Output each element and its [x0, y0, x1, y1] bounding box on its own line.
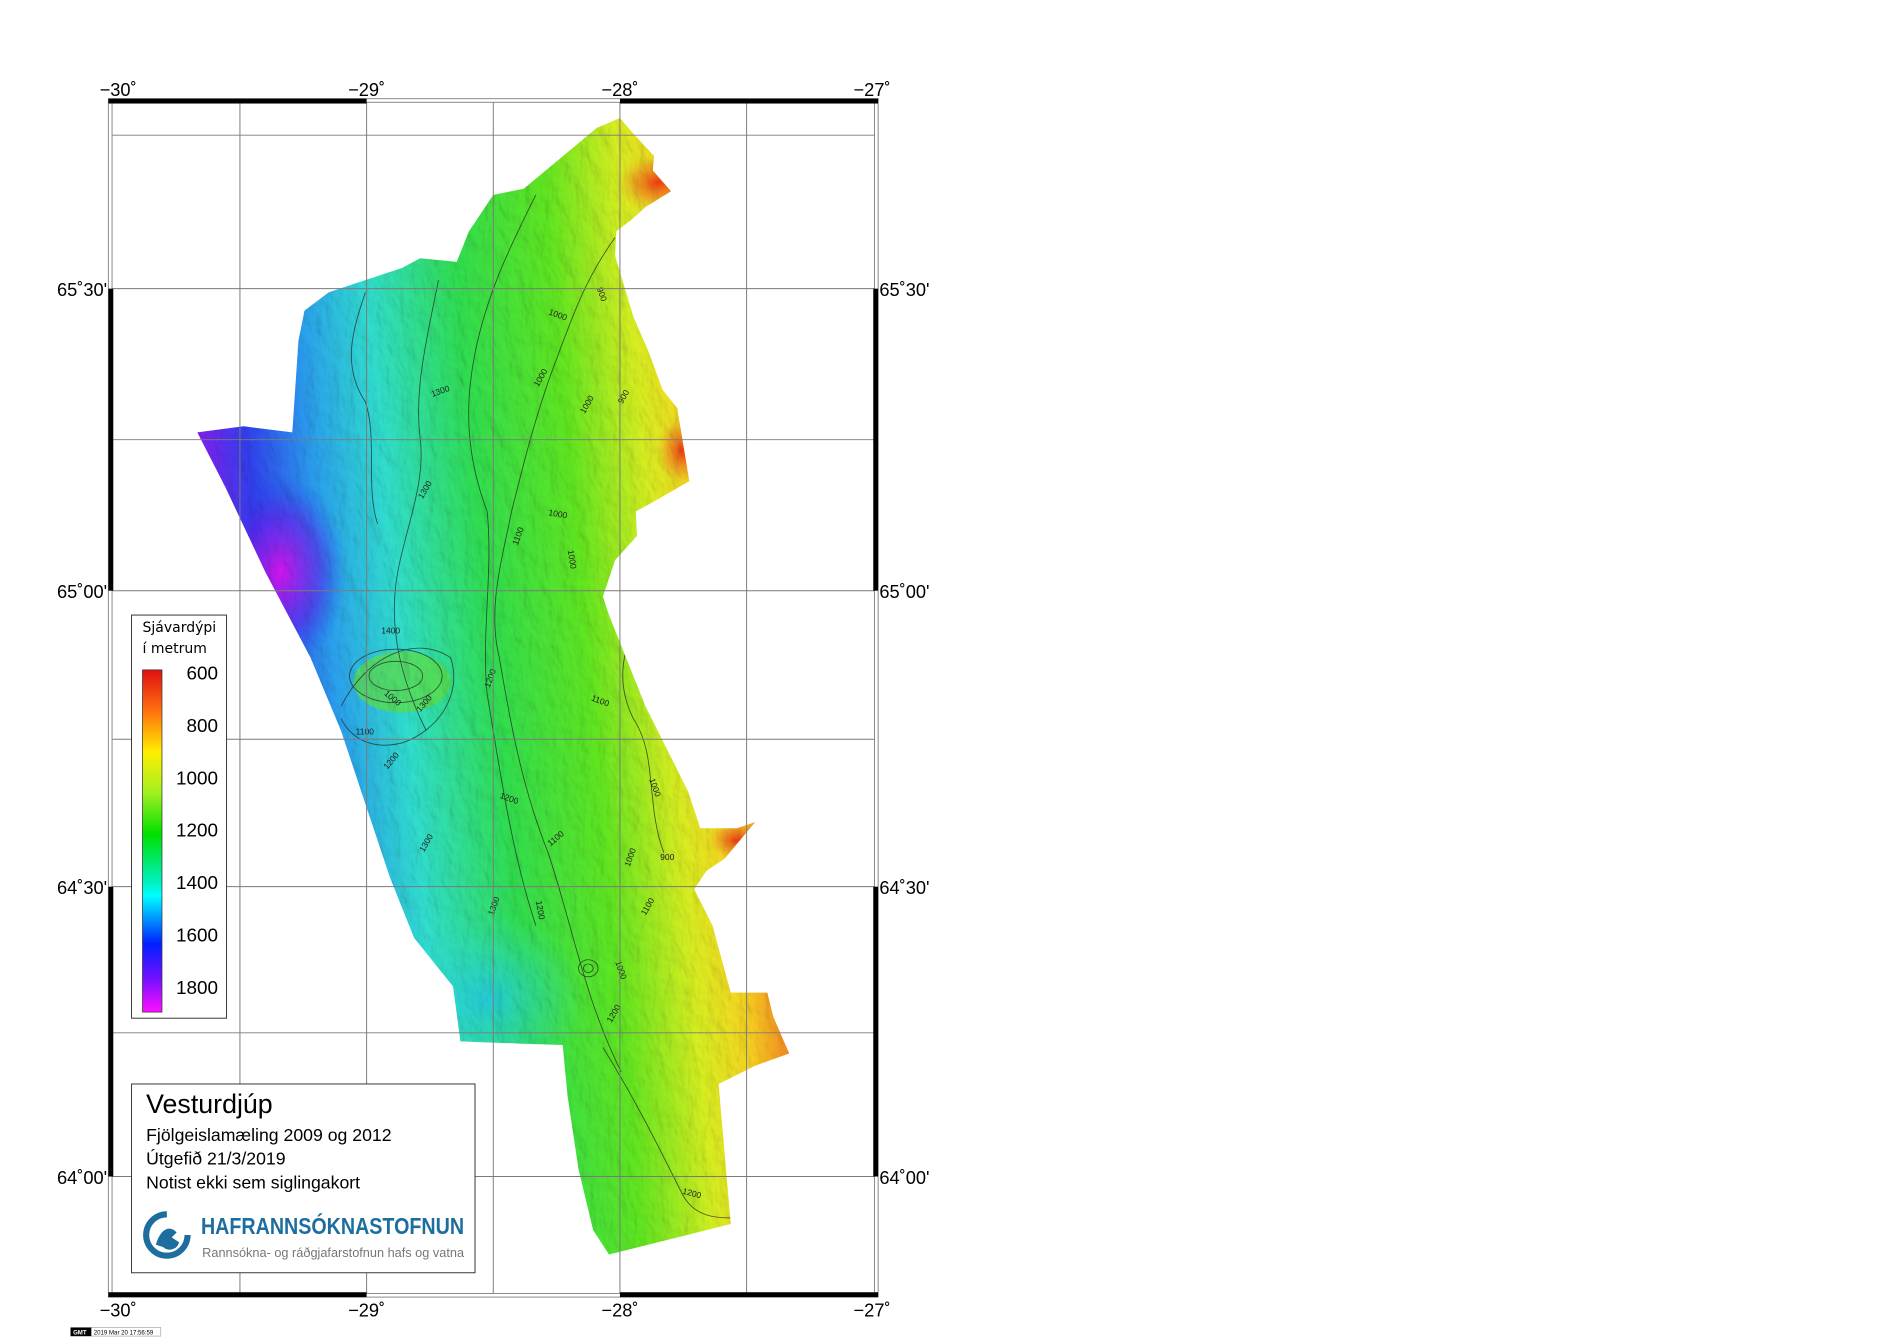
- contour-label: 1100: [356, 726, 375, 736]
- survey-years: Fjölgeislamæling 2009 og 2012: [146, 1125, 391, 1145]
- contour-label: 1200: [682, 1186, 703, 1201]
- map-frame: [107, 98, 879, 1298]
- legend-tick: 1400: [176, 872, 218, 893]
- logo-subtitle: Rannsókna- og ráðgjafarstofnun hafs og v…: [202, 1245, 465, 1260]
- navigation-disclaimer: Notist ekki sem siglingakort: [146, 1173, 360, 1193]
- lat-label: 64˚30': [57, 877, 107, 898]
- legend-tick: 1000: [176, 767, 218, 788]
- lon-label: −27˚: [854, 1300, 891, 1321]
- latitude-labels-right: 65˚30' 65˚00' 64˚30' 64˚00': [879, 279, 929, 1188]
- legend-tick: 1200: [176, 820, 218, 841]
- legend-tick: 1600: [176, 924, 218, 945]
- timestamp-text: 2019 Mar 20 17:56:59: [94, 1329, 154, 1336]
- lon-label: −29˚: [348, 1300, 385, 1321]
- lat-label: 65˚00': [879, 581, 929, 602]
- publish-date: Útgefið 21/3/2019: [146, 1147, 285, 1168]
- lat-label: 64˚00': [57, 1167, 107, 1188]
- lon-label: −30˚: [100, 1300, 137, 1321]
- legend-title: Sjávardýpi: [143, 620, 217, 636]
- lat-label: 65˚00': [57, 581, 107, 602]
- legend-tick: 1800: [176, 977, 218, 998]
- latitude-labels-left: 65˚30' 65˚00' 64˚30' 64˚00': [57, 279, 107, 1188]
- contour-label: 900: [595, 286, 609, 303]
- contour-label: 900: [660, 852, 674, 862]
- contour-label: 1000: [548, 507, 569, 520]
- gmt-badge: GMT: [73, 1329, 87, 1336]
- title-box: Vesturdjúp Fjölgeislamæling 2009 og 2012…: [131, 1083, 476, 1274]
- lon-label: −30˚: [100, 79, 137, 100]
- longitude-labels-top: −30˚ −29˚ −28˚ −27˚: [100, 79, 891, 100]
- lon-label: −28˚: [601, 79, 638, 100]
- contour-label: 1200: [534, 900, 547, 921]
- legend-tick: 800: [187, 715, 218, 736]
- lon-label: −29˚: [348, 79, 385, 100]
- depth-legend: Sjávardýpi í metrum 600 800 1000 1200 14…: [131, 614, 228, 1019]
- contour-label: 1000: [566, 549, 579, 570]
- longitude-labels-bottom: −30˚ −29˚ −28˚ −27˚: [100, 1300, 891, 1321]
- lon-label: −27˚: [854, 79, 891, 100]
- contour-label: 1400: [381, 625, 400, 635]
- depth-colorbar: [142, 669, 163, 1013]
- lat-label: 65˚30': [57, 279, 107, 300]
- hafrannsoknastofnun-logo-icon: [143, 1211, 191, 1259]
- lat-label: 64˚00': [879, 1167, 929, 1188]
- gmt-timestamp: GMT 2019 Mar 20 17:56:59: [70, 1327, 162, 1337]
- legend-subtitle: í metrum: [143, 641, 207, 657]
- lon-label: −28˚: [601, 1300, 638, 1321]
- lat-label: 64˚30': [879, 877, 929, 898]
- map-title: Vesturdjúp: [146, 1089, 273, 1119]
- legend-tick: 600: [187, 663, 218, 684]
- lat-label: 65˚30': [879, 279, 929, 300]
- logo-name: HAFRANNSÓKNASTOFNUN: [201, 1212, 464, 1239]
